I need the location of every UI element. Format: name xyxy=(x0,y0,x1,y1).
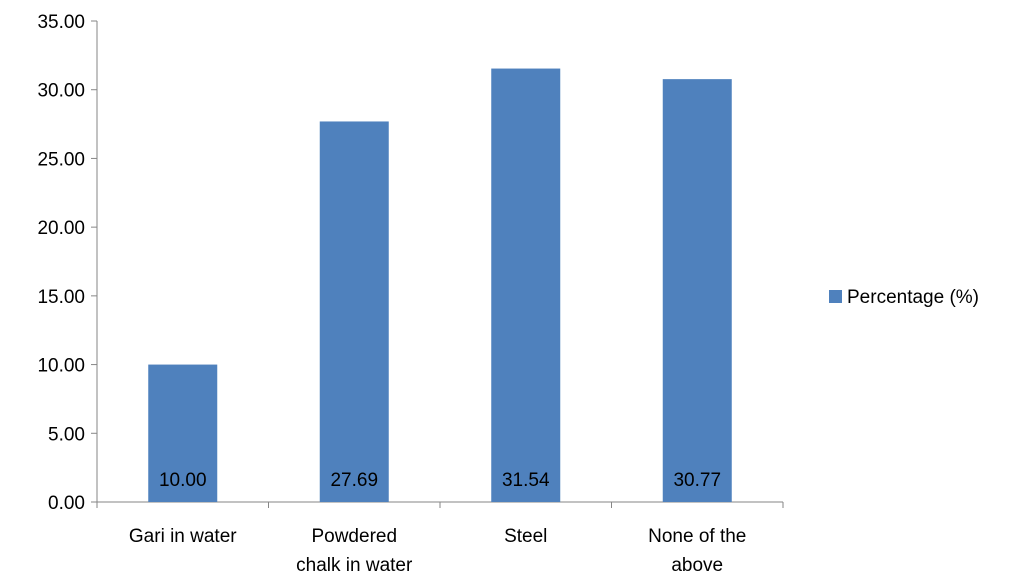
x-tick-label: None of the above xyxy=(648,526,746,576)
y-tick-label: 10.00 xyxy=(37,356,85,377)
y-tick-label: 35.00 xyxy=(37,12,85,33)
x-tick-label: Powdered chalk in water xyxy=(296,526,413,576)
data-label: 10.00 xyxy=(159,470,207,491)
legend-swatch xyxy=(829,290,842,303)
legend: Percentage (%) xyxy=(829,287,979,308)
y-tick-label: 25.00 xyxy=(37,149,85,170)
bar xyxy=(491,68,561,502)
legend-label: Percentage (%) xyxy=(847,287,979,308)
data-labels: 10.00 27.69 31.54 30.77 xyxy=(159,470,721,491)
bar-series xyxy=(148,68,732,502)
data-label: 31.54 xyxy=(502,470,550,491)
bar xyxy=(319,121,389,502)
y-tick-label: 5.00 xyxy=(48,424,85,445)
y-tick-label: 15.00 xyxy=(37,287,85,308)
y-tick-label: 20.00 xyxy=(37,218,85,239)
bar xyxy=(662,79,732,502)
x-tick-label: Steel xyxy=(504,526,547,547)
y-tick-label: 30.00 xyxy=(37,81,85,102)
y-axis: 0.00 5.00 10.00 15.00 20.00 25.00 30.00 35.00 xyxy=(37,12,98,514)
x-axis: Gari in water Powdered chalk in water Steel… xyxy=(96,501,784,576)
x-tick-label: Gari in water xyxy=(129,526,237,547)
y-tick-label: 0.00 xyxy=(48,493,85,514)
data-label: 27.69 xyxy=(330,470,378,491)
data-label: 30.77 xyxy=(673,470,721,491)
bar xyxy=(148,364,218,502)
